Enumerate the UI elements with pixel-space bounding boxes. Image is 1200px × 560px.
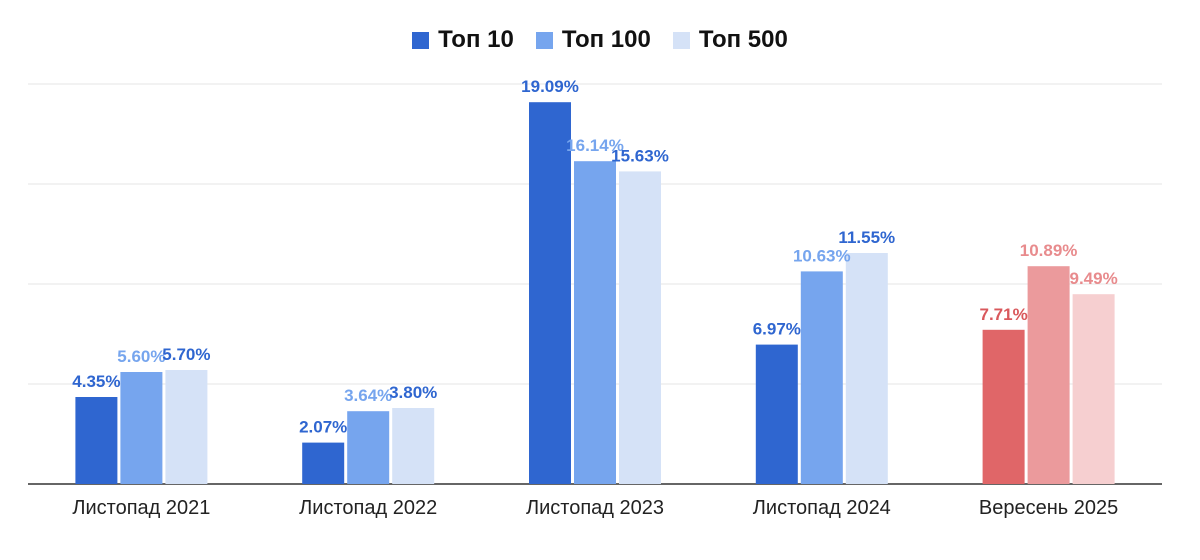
legend-swatch-top100	[535, 31, 553, 49]
legend-item-top500[interactable]: Топ 500	[672, 26, 788, 54]
bar-0-2[interactable]	[165, 370, 208, 484]
data-label: 3.64%	[344, 386, 392, 405]
data-label: 4.35%	[72, 372, 120, 391]
legend-swatch-top500	[672, 31, 690, 49]
bar-3-0[interactable]	[755, 344, 798, 484]
data-label: 11.55%	[838, 228, 895, 247]
legend-item-top100[interactable]: Топ 100	[535, 26, 651, 54]
bar-2-0[interactable]	[529, 102, 571, 484]
bar-1-0[interactable]	[302, 442, 345, 484]
bar-2-2[interactable]	[619, 171, 661, 484]
legend-label-top10: Топ 10	[438, 26, 514, 53]
bar-0-1[interactable]	[120, 372, 163, 484]
data-label: 5.70%	[162, 345, 210, 364]
bar-1-2[interactable]	[392, 408, 435, 484]
data-label: 2.07%	[299, 418, 347, 437]
x-tick-label: Листопад 2022	[299, 497, 437, 519]
legend-label-top100: Топ 100	[561, 26, 651, 53]
data-label: 7.71%	[979, 305, 1027, 324]
x-tick-label: Листопад 2023	[526, 497, 664, 519]
data-label: 10.89%	[1020, 241, 1078, 260]
data-label: 6.97%	[753, 320, 801, 339]
bar-4-1[interactable]	[1027, 266, 1070, 484]
legend-label-top500: Топ 500	[698, 26, 788, 53]
x-tick-label: Листопад 2021	[72, 497, 210, 519]
legend-swatch-top10	[412, 31, 430, 49]
bar-1-1[interactable]	[347, 411, 390, 484]
bar-3-2[interactable]	[845, 253, 888, 484]
x-tick-label: Вересень 2025	[979, 497, 1118, 519]
data-label: 5.60%	[117, 347, 165, 366]
data-label: 15.63%	[611, 146, 669, 165]
x-tick-label: Листопад 2024	[753, 497, 891, 519]
legend-item-top10[interactable]: Топ 10	[412, 26, 514, 54]
data-label: 19.09%	[521, 77, 579, 96]
bar-3-1[interactable]	[800, 271, 843, 484]
data-label: 16.14%	[566, 136, 624, 155]
bar-4-2[interactable]	[1072, 294, 1115, 484]
legend: Топ 10 Топ 100 Топ 500	[0, 26, 1200, 54]
bar-2-1[interactable]	[574, 161, 616, 484]
bar-4-0[interactable]	[982, 329, 1025, 484]
data-label: 10.63%	[793, 246, 851, 265]
data-label: 3.80%	[389, 383, 437, 402]
bar-0-0[interactable]	[75, 397, 118, 484]
data-label: 9.49%	[1069, 269, 1117, 288]
